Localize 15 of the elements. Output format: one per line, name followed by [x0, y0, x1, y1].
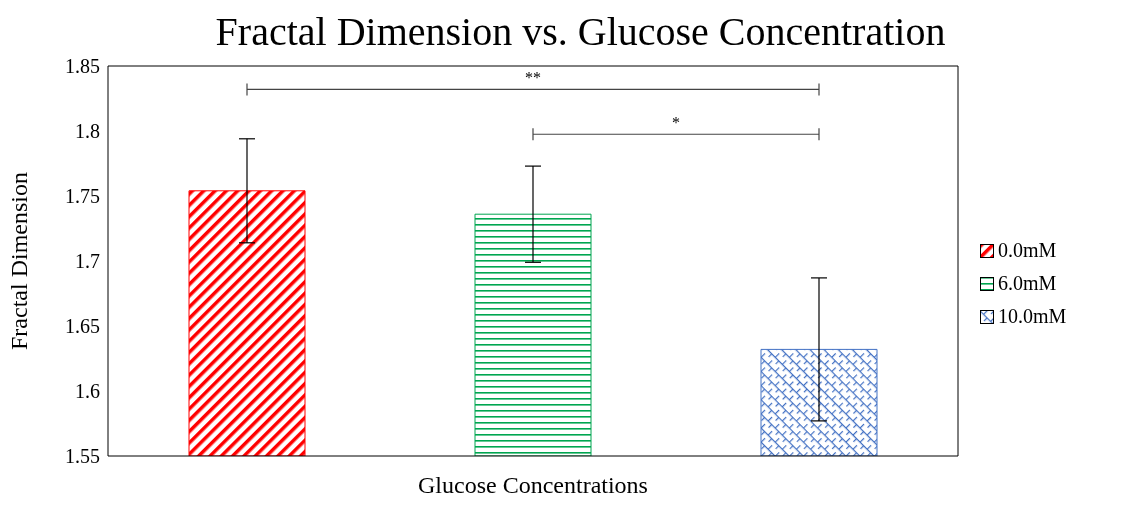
- legend-label: 0.0mM: [998, 239, 1057, 262]
- legend-label: 6.0mM: [998, 272, 1057, 295]
- y-axis-title: Fractal Dimension: [5, 172, 32, 350]
- annotation: **: [525, 69, 541, 87]
- chart-title: Fractal Dimension vs. Glucose Concentration: [214, 8, 947, 56]
- x-axis-title: Glucose Concentrations: [418, 472, 648, 498]
- y-tick-label: 1.6: [75, 380, 100, 403]
- legend-label: 10.0mM: [998, 305, 1067, 328]
- y-tick-label: 1.85: [65, 55, 100, 78]
- y-tick-label: 1.7: [75, 250, 100, 273]
- y-tick-label: 1.8: [75, 120, 100, 143]
- annotation: *: [672, 114, 680, 132]
- y-tick-label: 1.75: [65, 185, 100, 208]
- y-tick-label: 1.65: [65, 315, 100, 338]
- y-tick-label: 1.55: [65, 445, 100, 468]
